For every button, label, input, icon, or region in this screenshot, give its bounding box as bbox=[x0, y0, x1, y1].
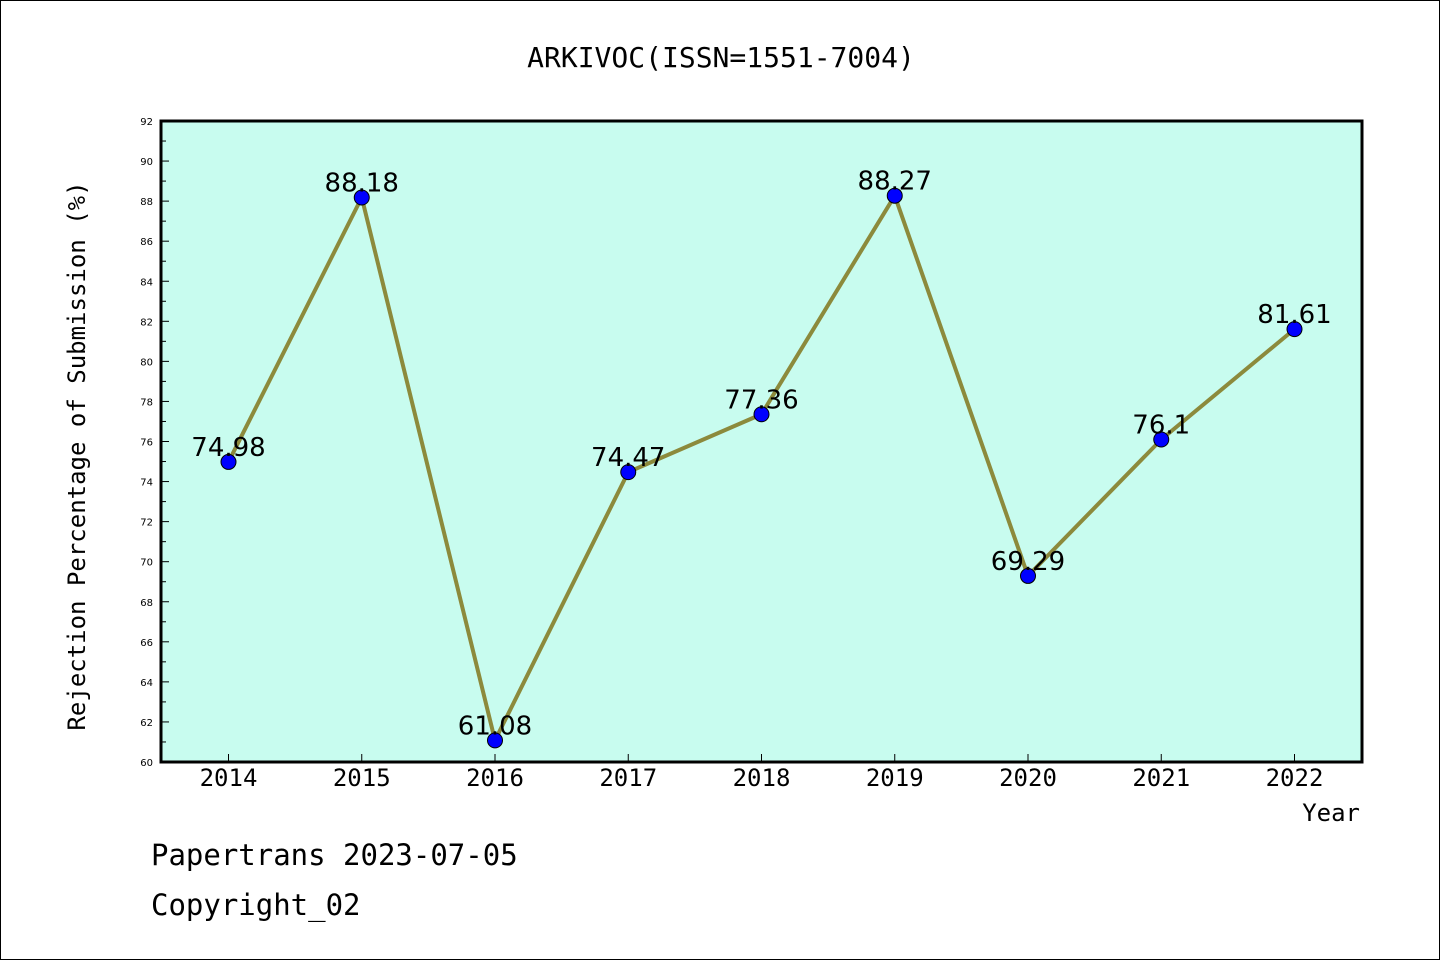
y-tick-label: 66 bbox=[140, 638, 153, 649]
data-point bbox=[753, 406, 770, 423]
x-tick-label: 2019 bbox=[866, 764, 924, 792]
x-tick-label: 2014 bbox=[200, 764, 258, 792]
y-tick-label: 62 bbox=[140, 718, 153, 729]
chart-title: ARKIVOC(ISSN=1551-7004) bbox=[527, 41, 915, 74]
y-tick-label: 92 bbox=[140, 117, 153, 128]
footer-publisher-date: Papertrans 2023-07-05 bbox=[151, 838, 518, 872]
x-tick-label: 2016 bbox=[466, 764, 524, 792]
data-label: 81.61 bbox=[1257, 300, 1331, 330]
plot-area bbox=[161, 121, 1362, 762]
data-point bbox=[487, 732, 503, 749]
y-tick-label: 86 bbox=[140, 237, 153, 248]
data-point bbox=[1153, 431, 1170, 448]
x-tick-label: 2018 bbox=[733, 764, 791, 792]
y-tick-label: 78 bbox=[140, 397, 153, 408]
y-tick-label: 80 bbox=[140, 357, 153, 368]
x-axis: 2014 2015 2016 2017 2018 2019 2020 2021 2022 bbox=[200, 754, 1324, 792]
data-point bbox=[620, 464, 637, 481]
y-tick-label: 74 bbox=[140, 478, 153, 489]
data-label: 76.1 bbox=[1132, 410, 1190, 440]
x-tick-label: 2022 bbox=[1266, 764, 1324, 792]
y-tick-label: 68 bbox=[140, 598, 153, 609]
footer-copyright: Copyright_02 bbox=[151, 888, 361, 923]
y-tick-label: 70 bbox=[140, 558, 153, 569]
data-label: 74.47 bbox=[591, 443, 665, 473]
y-axis-label: Rejection Percentage of Submission (%) bbox=[63, 181, 91, 730]
y-tick-label: 84 bbox=[140, 277, 153, 288]
plot-frame bbox=[159, 119, 1364, 764]
data-point bbox=[353, 189, 370, 206]
series-rejection-percentage: 74.98 88.18 61.08 74.47 77.36 88.27 69.29 76.1 8… bbox=[191, 167, 1332, 749]
y-tick-label: 72 bbox=[140, 518, 153, 529]
x-tick-label: 2017 bbox=[599, 764, 657, 792]
y-axis: 60 62 64 66 68 70 72 74 76 78 80 82 84 86 88 90 92 bbox=[140, 117, 169, 769]
y-tick-label: 64 bbox=[140, 678, 153, 689]
x-tick-label: 2020 bbox=[999, 764, 1057, 792]
data-point bbox=[886, 187, 903, 204]
data-label: 88.18 bbox=[325, 169, 399, 199]
data-label: 88.27 bbox=[858, 167, 932, 197]
data-label: 77.36 bbox=[724, 385, 798, 415]
y-tick-label: 88 bbox=[140, 197, 153, 208]
x-axis-label: Year bbox=[1302, 799, 1360, 827]
x-tick-label: 2015 bbox=[333, 764, 391, 792]
data-point bbox=[1286, 321, 1303, 338]
data-label: 74.98 bbox=[191, 433, 265, 463]
data-point bbox=[220, 453, 237, 470]
x-tick-label: 2021 bbox=[1132, 764, 1190, 792]
data-label: 69.29 bbox=[991, 547, 1065, 577]
data-point bbox=[1020, 567, 1036, 584]
y-tick-label: 82 bbox=[140, 317, 153, 328]
y-tick-label: 90 bbox=[140, 157, 153, 168]
y-tick-label: 60 bbox=[140, 758, 153, 769]
y-tick-label: 76 bbox=[140, 438, 153, 449]
data-label: 61.08 bbox=[458, 711, 532, 741]
